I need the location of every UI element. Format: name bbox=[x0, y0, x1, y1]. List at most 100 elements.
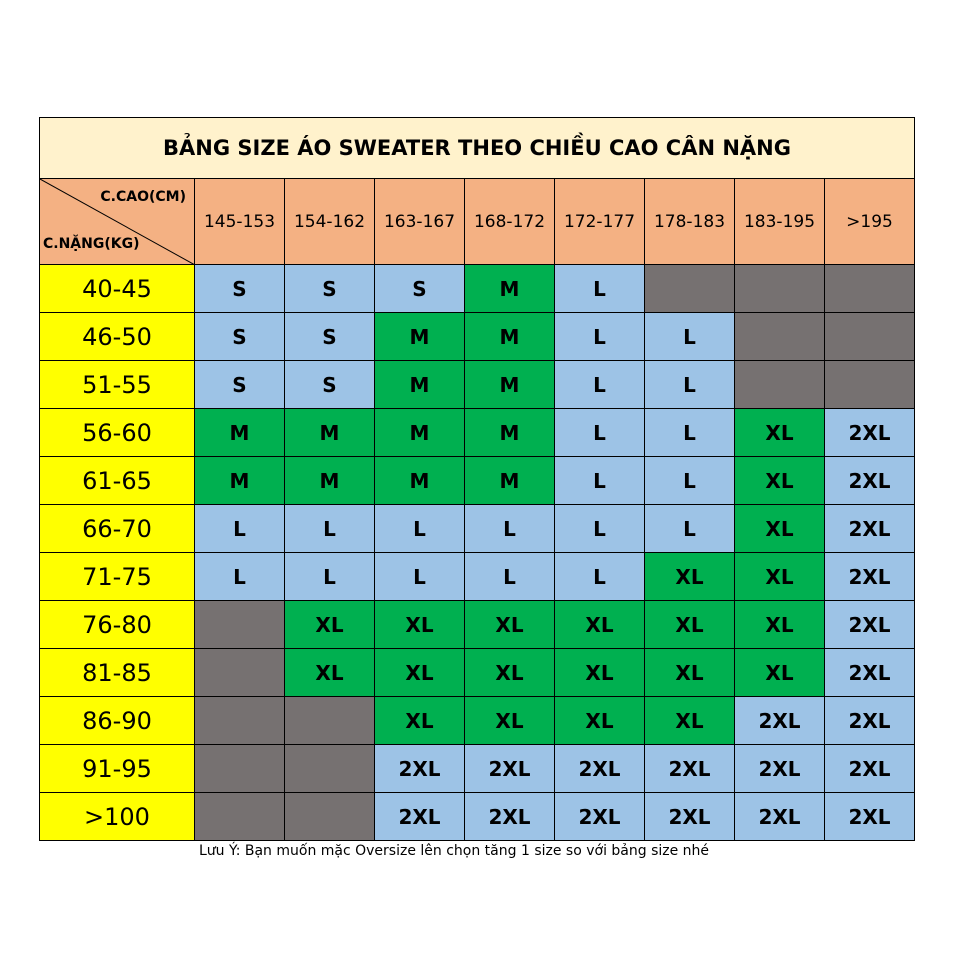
size-cell: XL bbox=[374, 600, 465, 649]
size-cell: 2XL bbox=[824, 456, 915, 505]
size-cell: M bbox=[194, 408, 285, 457]
size-cell: XL bbox=[554, 600, 645, 649]
size-cell: 2XL bbox=[464, 792, 555, 841]
weight-label: 56-60 bbox=[39, 408, 195, 457]
size-cell: L bbox=[554, 408, 645, 457]
size-cell: L bbox=[554, 312, 645, 361]
size-cell: XL bbox=[464, 600, 555, 649]
size-cell: M bbox=[464, 312, 555, 361]
table-row: 86-90 XL XL XL XL 2XL 2XL bbox=[39, 696, 915, 745]
size-cell: L bbox=[464, 504, 555, 553]
table-row: >100 2XL 2XL 2XL 2XL 2XL 2XL bbox=[39, 792, 915, 841]
empty-cell bbox=[194, 648, 285, 697]
size-cell: XL bbox=[734, 408, 825, 457]
size-cell: XL bbox=[734, 504, 825, 553]
size-cell: 2XL bbox=[824, 408, 915, 457]
note-text: Lưu Ý: Bạn muốn mặc Oversize lên chọn tă… bbox=[199, 843, 710, 859]
size-cell: L bbox=[644, 504, 735, 553]
weight-label: 91-95 bbox=[39, 744, 195, 793]
size-cell: M bbox=[464, 456, 555, 505]
size-cell: 2XL bbox=[734, 744, 825, 793]
empty-cell bbox=[824, 264, 915, 313]
size-cell: S bbox=[374, 264, 465, 313]
size-cell: L bbox=[464, 552, 555, 601]
size-cell: L bbox=[554, 456, 645, 505]
empty-cell bbox=[194, 696, 285, 745]
size-chart-table: BẢNG SIZE ÁO SWEATER THEO CHIỀU CAO CÂN … bbox=[39, 117, 915, 841]
weight-axis-label: C.NẶNG(KG) bbox=[43, 236, 140, 252]
size-cell: M bbox=[284, 408, 375, 457]
size-cell: XL bbox=[644, 696, 735, 745]
diagonal-divider bbox=[40, 179, 195, 265]
table-row: 56-60 M M M M L L XL 2XL bbox=[39, 408, 915, 457]
size-cell: XL bbox=[734, 552, 825, 601]
size-cell: 2XL bbox=[824, 648, 915, 697]
size-cell: XL bbox=[644, 648, 735, 697]
table-row: 51-55 S S M M L L bbox=[39, 360, 915, 409]
weight-label: 66-70 bbox=[39, 504, 195, 553]
size-cell: L bbox=[554, 504, 645, 553]
chart-title: BẢNG SIZE ÁO SWEATER THEO CHIỀU CAO CÂN … bbox=[39, 117, 915, 179]
size-cell: L bbox=[374, 504, 465, 553]
height-header-row: C.CAO(CM) C.NẶNG(KG) 145-153 154-162 163-1… bbox=[39, 178, 915, 265]
size-cell: XL bbox=[284, 648, 375, 697]
empty-cell bbox=[824, 360, 915, 409]
size-cell: M bbox=[374, 312, 465, 361]
size-cell: XL bbox=[734, 648, 825, 697]
size-cell: L bbox=[554, 552, 645, 601]
table-row: 91-95 2XL 2XL 2XL 2XL 2XL 2XL bbox=[39, 744, 915, 793]
size-cell: L bbox=[644, 360, 735, 409]
empty-cell bbox=[734, 360, 825, 409]
size-cell: L bbox=[554, 360, 645, 409]
size-cell: S bbox=[284, 312, 375, 361]
size-cell: L bbox=[644, 408, 735, 457]
empty-cell bbox=[284, 792, 375, 841]
height-header: 163-167 bbox=[374, 178, 465, 265]
size-cell: M bbox=[374, 360, 465, 409]
size-cell: XL bbox=[284, 600, 375, 649]
weight-label: >100 bbox=[39, 792, 195, 841]
size-cell: 2XL bbox=[644, 744, 735, 793]
empty-cell bbox=[194, 600, 285, 649]
size-cell: 2XL bbox=[644, 792, 735, 841]
size-cell: S bbox=[194, 360, 285, 409]
size-cell: M bbox=[464, 360, 555, 409]
size-cell: 2XL bbox=[374, 792, 465, 841]
size-cell: M bbox=[284, 456, 375, 505]
size-cell: 2XL bbox=[824, 552, 915, 601]
weight-label: 51-55 bbox=[39, 360, 195, 409]
table-row: 40-45 S S S M L bbox=[39, 264, 915, 313]
size-cell: 2XL bbox=[824, 600, 915, 649]
size-cell: L bbox=[374, 552, 465, 601]
empty-cell bbox=[824, 312, 915, 361]
size-cell: 2XL bbox=[824, 792, 915, 841]
weight-label: 61-65 bbox=[39, 456, 195, 505]
height-header: 178-183 bbox=[644, 178, 735, 265]
size-cell: XL bbox=[554, 648, 645, 697]
size-cell: L bbox=[554, 264, 645, 313]
size-cell: 2XL bbox=[464, 744, 555, 793]
size-cell: 2XL bbox=[734, 792, 825, 841]
size-cell: XL bbox=[734, 456, 825, 505]
size-cell: XL bbox=[464, 648, 555, 697]
size-cell: XL bbox=[644, 552, 735, 601]
empty-cell bbox=[194, 744, 285, 793]
weight-label: 76-80 bbox=[39, 600, 195, 649]
size-cell: 2XL bbox=[374, 744, 465, 793]
size-cell: L bbox=[194, 504, 285, 553]
size-cell: L bbox=[194, 552, 285, 601]
table-row: 61-65 M M M M L L XL 2XL bbox=[39, 456, 915, 505]
empty-cell bbox=[194, 792, 285, 841]
size-cell: 2XL bbox=[554, 744, 645, 793]
size-cell: S bbox=[194, 312, 285, 361]
size-cell: S bbox=[284, 360, 375, 409]
height-header: 183-195 bbox=[734, 178, 825, 265]
empty-cell bbox=[284, 744, 375, 793]
weight-label: 86-90 bbox=[39, 696, 195, 745]
size-cell: XL bbox=[374, 696, 465, 745]
height-header: >195 bbox=[824, 178, 915, 265]
height-header: 154-162 bbox=[284, 178, 375, 265]
table-row: 71-75 L L L L L XL XL 2XL bbox=[39, 552, 915, 601]
size-cell: 2XL bbox=[824, 504, 915, 553]
size-cell: L bbox=[644, 312, 735, 361]
